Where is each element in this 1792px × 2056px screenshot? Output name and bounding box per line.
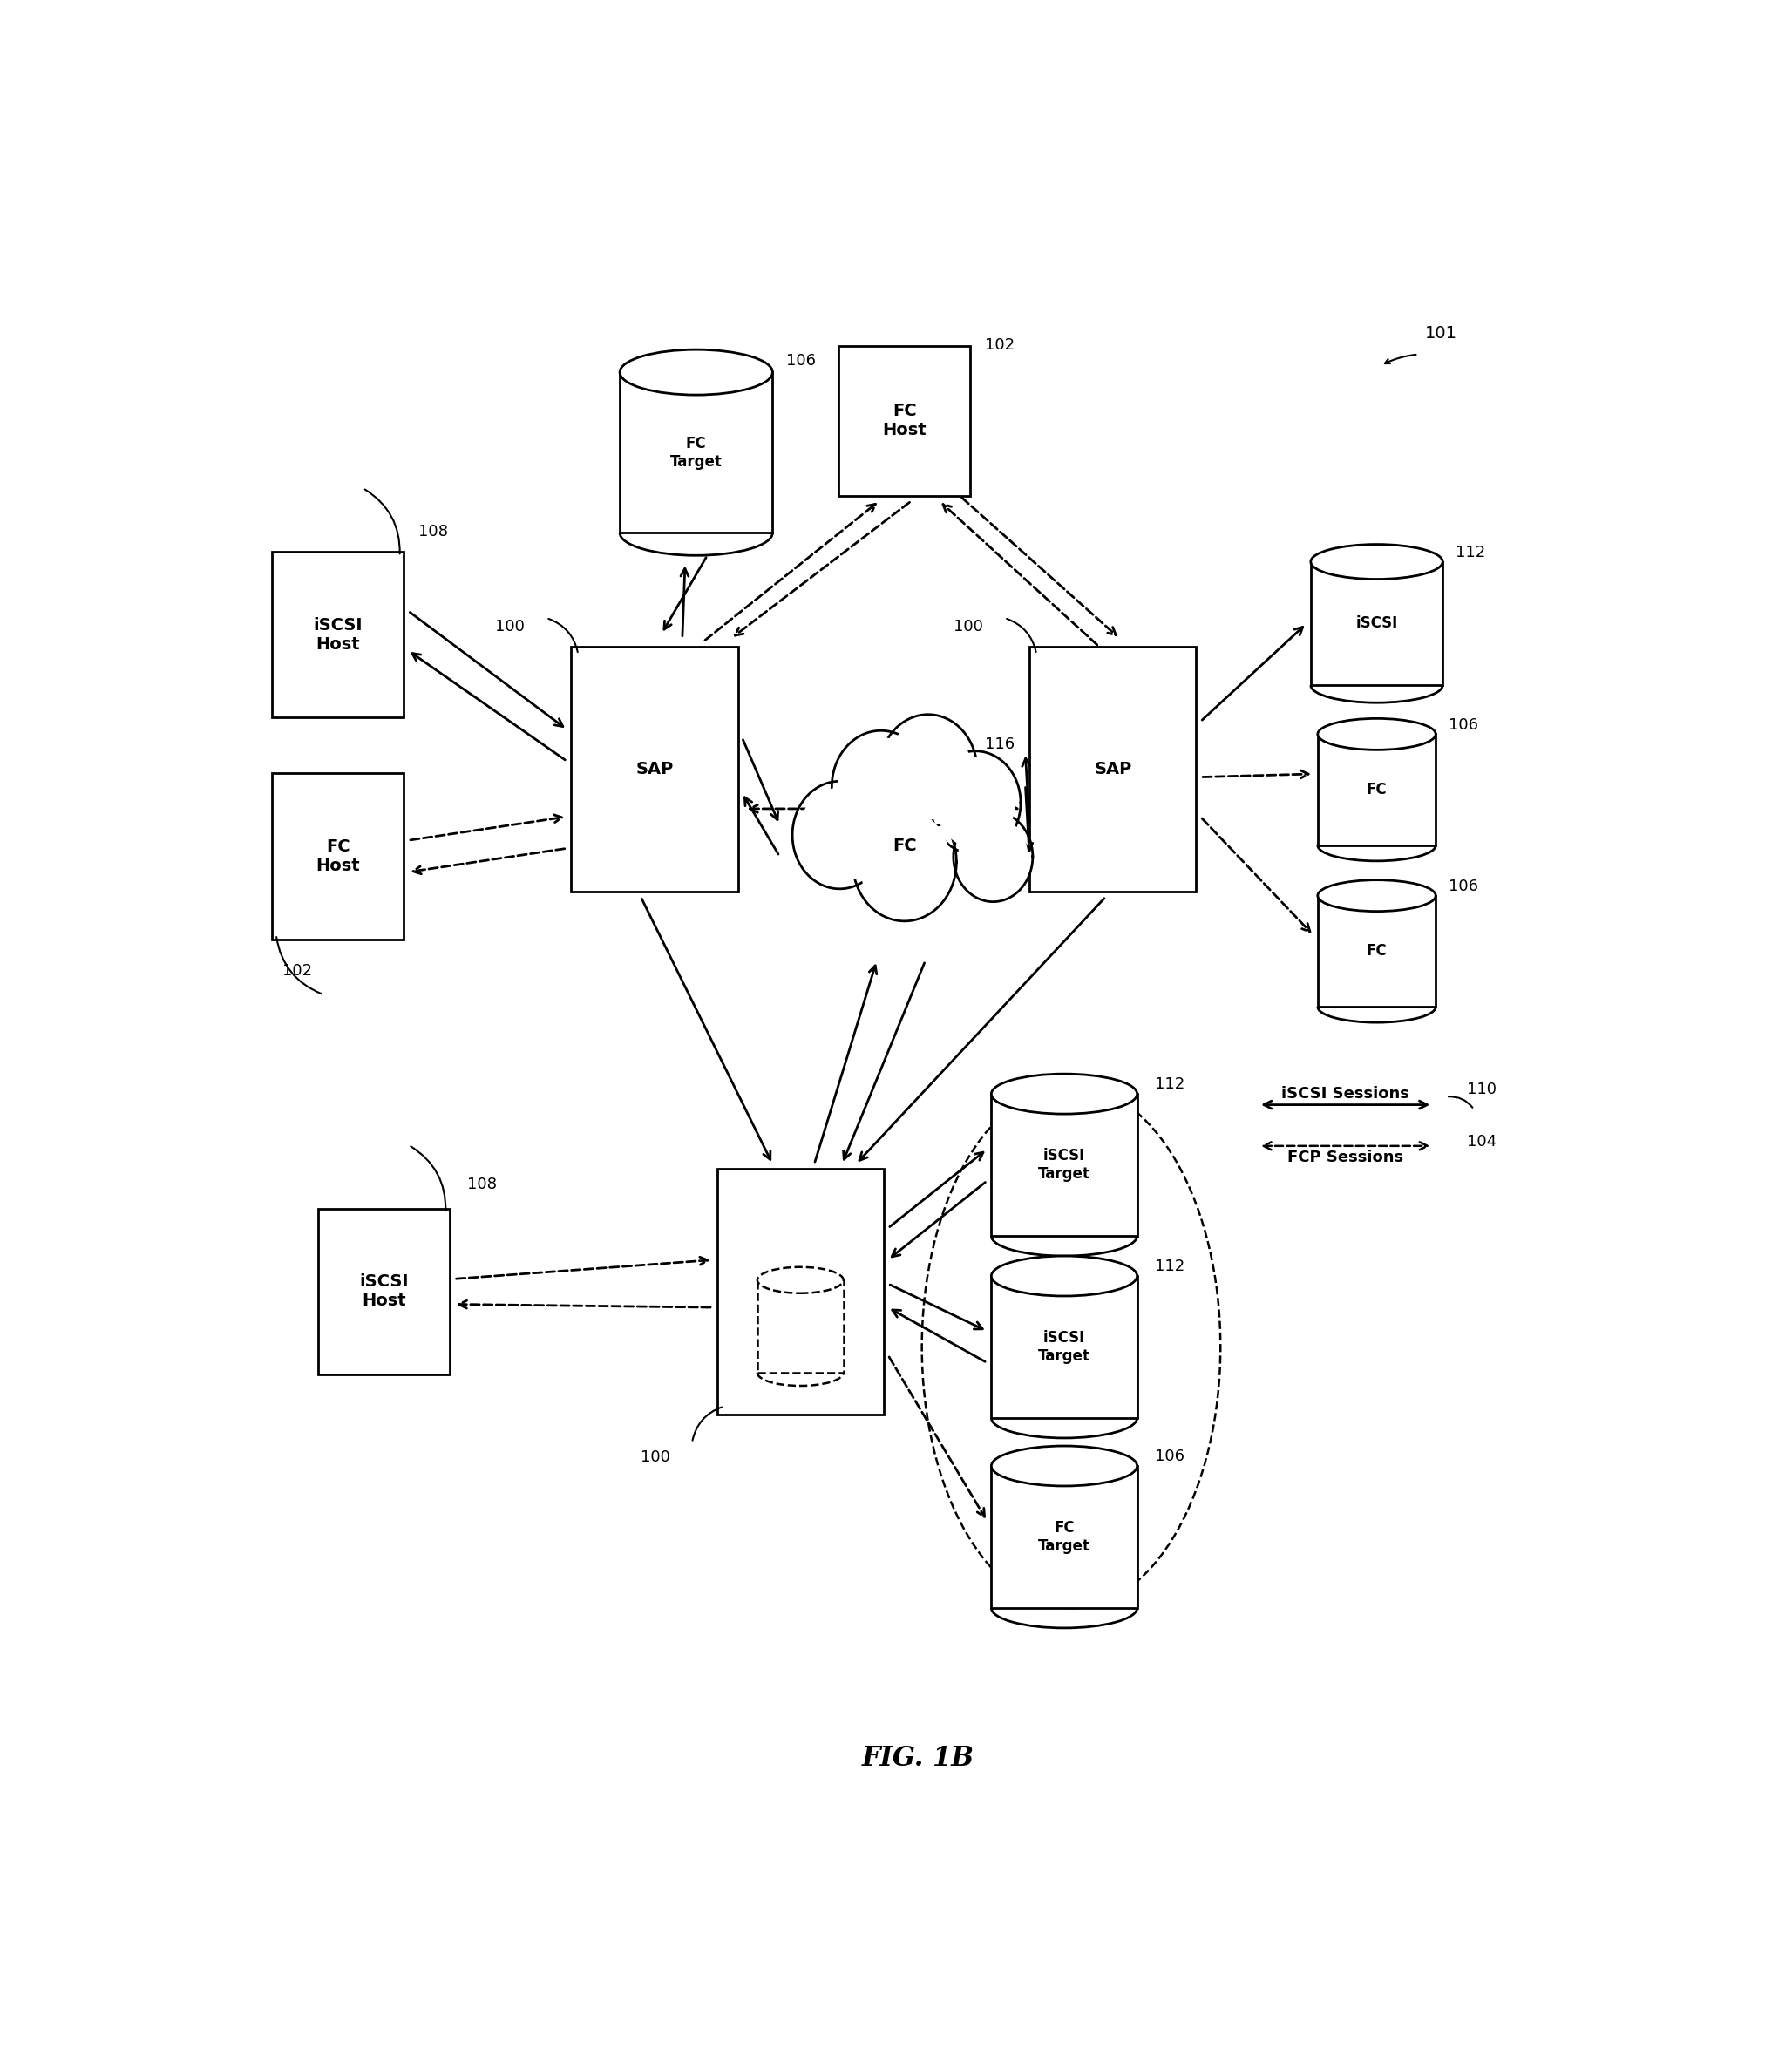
Ellipse shape [620,350,772,395]
Text: iSCSI: iSCSI [1357,615,1398,631]
Bar [1310,561,1443,685]
Bar [717,1170,883,1415]
Ellipse shape [1317,718,1435,750]
Bar [991,1277,1138,1419]
Bar [758,1281,844,1373]
Bar [1317,734,1435,845]
Text: 106: 106 [1450,718,1478,734]
Circle shape [880,713,977,827]
Bar [991,1466,1138,1608]
Text: 108: 108 [419,524,448,541]
Text: 100: 100 [642,1449,670,1466]
Text: FCP Sessions: FCP Sessions [1287,1149,1403,1166]
Text: 108: 108 [468,1176,496,1192]
Text: FC
Host: FC Host [315,839,360,874]
Text: 102: 102 [283,962,312,979]
Text: 100: 100 [495,619,525,633]
Ellipse shape [758,1266,844,1293]
Text: 112: 112 [1154,1258,1185,1275]
Bar [1317,896,1435,1007]
Bar [1029,646,1197,892]
Text: FC: FC [892,837,916,853]
Text: FC
Target: FC Target [1038,1519,1090,1554]
Text: 110: 110 [1468,1081,1496,1098]
Text: 112: 112 [1154,1077,1185,1092]
Circle shape [831,730,930,843]
Text: iSCSI
Host: iSCSI Host [358,1275,409,1310]
Text: iSCSI
Host: iSCSI Host [314,617,362,652]
Text: iSCSI Sessions: iSCSI Sessions [1281,1086,1410,1102]
Text: 106: 106 [1450,878,1478,894]
Bar [991,1094,1138,1236]
Circle shape [885,722,971,820]
Text: 102: 102 [986,337,1014,354]
Bar [272,773,403,940]
Bar [839,345,971,495]
Text: iSCSI
Target: iSCSI Target [1038,1330,1090,1363]
Bar [572,646,738,892]
Ellipse shape [991,1256,1138,1295]
Text: FC: FC [1367,944,1387,958]
Circle shape [935,757,1016,849]
Circle shape [930,750,1021,855]
Circle shape [792,781,887,888]
Bar [272,551,403,718]
Circle shape [853,802,957,921]
Text: FC
Host: FC Host [882,403,926,438]
Ellipse shape [787,744,1023,938]
Ellipse shape [1317,880,1435,911]
Circle shape [953,812,1032,903]
Text: FC
Target: FC Target [670,436,722,469]
Text: 106: 106 [1154,1449,1185,1464]
Circle shape [858,810,950,915]
Ellipse shape [991,1073,1138,1114]
Circle shape [797,787,882,882]
Circle shape [959,816,1029,896]
Bar [620,372,772,533]
Circle shape [837,738,925,837]
Text: 112: 112 [1455,545,1486,561]
Text: SAP: SAP [781,1283,819,1299]
Text: 100: 100 [953,619,982,633]
Text: 106: 106 [787,354,815,368]
Text: SAP: SAP [1093,761,1133,777]
Text: iSCSI
Target: iSCSI Target [1038,1147,1090,1182]
Text: FIG. 1B: FIG. 1B [862,1746,975,1772]
Ellipse shape [1310,545,1443,580]
Text: 104: 104 [1468,1133,1496,1149]
Text: FC: FC [1367,781,1387,798]
Text: 116: 116 [986,736,1014,752]
Ellipse shape [991,1445,1138,1486]
Text: SAP: SAP [636,761,674,777]
Text: 101: 101 [1425,325,1457,341]
Bar [317,1209,450,1375]
